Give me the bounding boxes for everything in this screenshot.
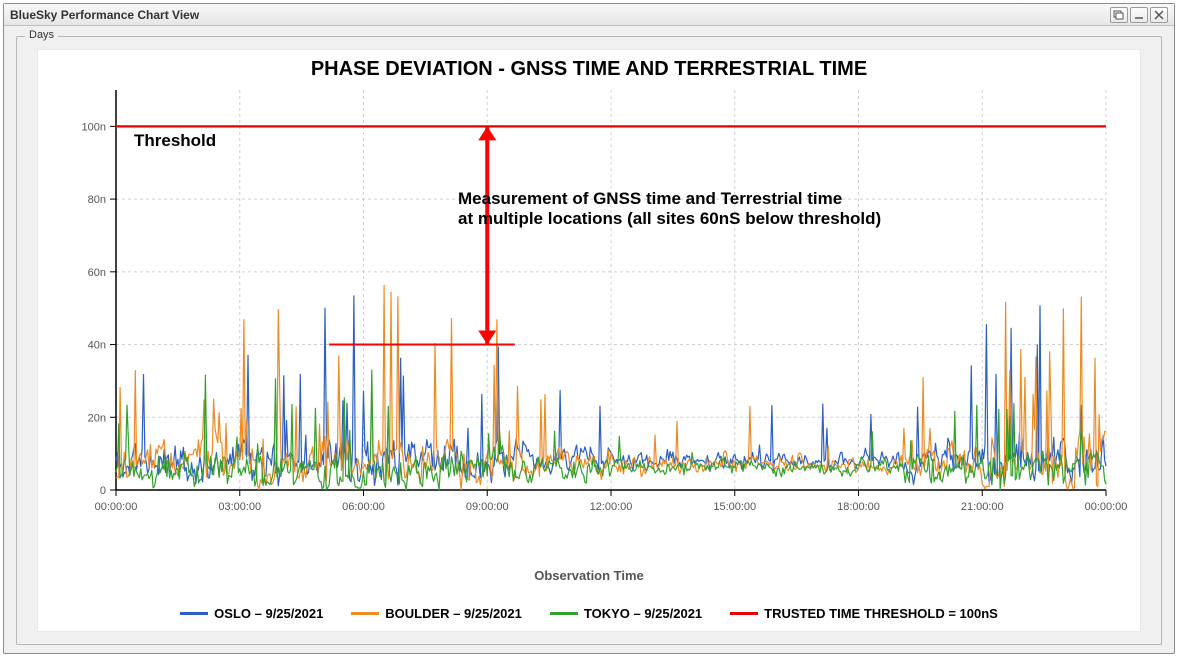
chart-panel: PHASE DEVIATION - GNSS TIME AND TERRESTR… <box>37 49 1141 632</box>
days-groupbox: Days PHASE DEVIATION - GNSS TIME AND TER… <box>16 36 1162 645</box>
svg-text:80n: 80n <box>88 194 106 206</box>
measurement-annotation: Measurement of GNSS time and Terrestrial… <box>458 189 881 230</box>
svg-text:03:00:00: 03:00:00 <box>218 501 261 513</box>
svg-text:00:00:00: 00:00:00 <box>1085 501 1128 513</box>
svg-text:60n: 60n <box>88 267 106 279</box>
legend-item-oslo: OSLO – 9/25/2021 <box>180 606 323 621</box>
legend-label: BOULDER – 9/25/2021 <box>385 606 522 621</box>
restore-icon[interactable] <box>1110 7 1128 23</box>
svg-text:100n: 100n <box>82 121 106 133</box>
svg-text:20n: 20n <box>88 412 106 424</box>
svg-text:18:00:00: 18:00:00 <box>837 501 880 513</box>
window-title: BlueSky Performance Chart View <box>10 8 199 22</box>
x-axis-label: Observation Time <box>38 568 1140 583</box>
legend-label: OSLO – 9/25/2021 <box>214 606 323 621</box>
legend-item-tokyo: TOKYO – 9/25/2021 <box>550 606 702 621</box>
close-icon[interactable] <box>1150 7 1168 23</box>
svg-text:0: 0 <box>100 485 106 497</box>
measurement-line2: at multiple locations (all sites 60nS be… <box>458 209 881 228</box>
svg-text:21:00:00: 21:00:00 <box>961 501 1004 513</box>
svg-text:06:00:00: 06:00:00 <box>342 501 385 513</box>
content-area: Days PHASE DEVIATION - GNSS TIME AND TER… <box>10 32 1168 647</box>
legend-swatch <box>351 612 379 615</box>
threshold-label: Threshold <box>134 131 216 151</box>
legend-swatch <box>730 612 758 615</box>
app-window: BlueSky Performance Chart View Days PHAS… <box>3 3 1175 654</box>
legend-item-threshold: TRUSTED TIME THRESHOLD = 100nS <box>730 606 998 621</box>
minimize-icon[interactable] <box>1130 7 1148 23</box>
legend-swatch <box>550 612 578 615</box>
svg-text:09:00:00: 09:00:00 <box>466 501 509 513</box>
legend-label: TRUSTED TIME THRESHOLD = 100nS <box>764 606 998 621</box>
svg-text:15:00:00: 15:00:00 <box>713 501 756 513</box>
svg-text:00:00:00: 00:00:00 <box>95 501 138 513</box>
titlebar[interactable]: BlueSky Performance Chart View <box>4 4 1174 26</box>
svg-text:12:00:00: 12:00:00 <box>590 501 633 513</box>
measurement-line1: Measurement of GNSS time and Terrestrial… <box>458 189 842 208</box>
chart-legend: OSLO – 9/25/2021 BOULDER – 9/25/2021 TOKYO… <box>38 606 1140 621</box>
svg-text:40n: 40n <box>88 340 106 352</box>
legend-item-boulder: BOULDER – 9/25/2021 <box>351 606 522 621</box>
legend-label: TOKYO – 9/25/2021 <box>584 606 702 621</box>
legend-swatch <box>180 612 208 615</box>
groupbox-label: Days <box>25 29 58 41</box>
